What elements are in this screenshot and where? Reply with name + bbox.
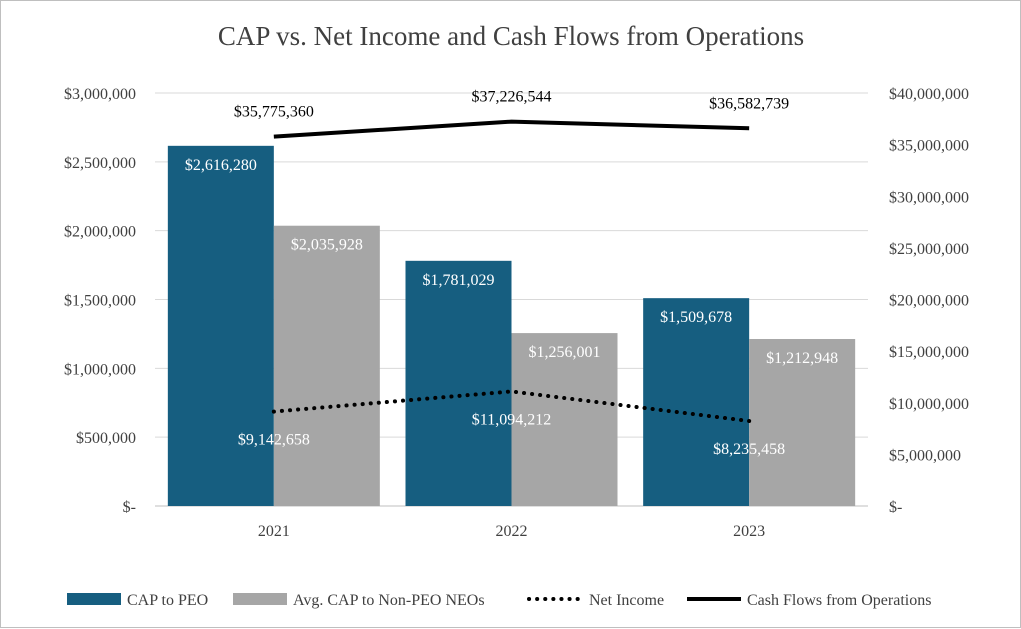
right-axis-tick-label: $35,000,000	[889, 138, 969, 155]
x-axis-category-label: 2022	[496, 523, 528, 540]
right-axis-tick-label: $-	[889, 499, 902, 516]
x-axis-categories: 2021 2022 2023	[258, 523, 765, 540]
right-axis-tick-label: $30,000,000	[889, 189, 969, 206]
bar-data-label: $1,256,001	[529, 344, 601, 361]
bar-cap-to-peo	[167, 145, 274, 507]
left-axis-tick-label: $3,000,000	[64, 86, 136, 103]
line-net-income	[271, 389, 752, 423]
legend-label: Net Income	[589, 592, 664, 609]
right-axis-tick-label: $15,000,000	[889, 344, 969, 361]
bars	[167, 145, 856, 507]
legend-label: Cash Flows from Operations	[747, 592, 931, 609]
net-income-data-label: $8,235,458	[713, 441, 785, 458]
right-axis-ticks: $- $5,000,000 $10,000,000 $15,000,000 $20,00…	[889, 86, 969, 516]
data-labels: $2,616,280 $1,781,029 $1,509,678 $2,035,928…	[185, 89, 838, 458]
right-axis-tick-label: $10,000,000	[889, 396, 969, 413]
bar-cap-to-peo	[405, 260, 512, 506]
bar-avg-cap-non-peo	[273, 225, 380, 506]
bar-data-label: $1,781,029	[423, 272, 495, 289]
legend-swatch	[233, 593, 287, 605]
left-axis-tick-label: $-	[123, 499, 136, 516]
bar-data-label: $2,616,280	[185, 157, 257, 174]
bar-avg-cap-non-peo	[511, 333, 618, 506]
cash-flow-data-label: $35,775,360	[234, 104, 314, 121]
right-axis-tick-label: $40,000,000	[889, 86, 969, 103]
net-income-data-label: $9,142,658	[238, 432, 310, 449]
x-axis-category-label: 2021	[258, 523, 290, 540]
left-axis-tick-label: $2,000,000	[64, 224, 136, 241]
bar-data-label: $2,035,928	[291, 237, 363, 254]
right-axis-tick-label: $20,000,000	[889, 293, 969, 310]
left-axis-tick-label: $2,500,000	[64, 155, 136, 172]
left-axis-ticks: $- $500,000 $1,000,000 $1,500,000 $2,000,000…	[64, 86, 136, 516]
left-axis-tick-label: $1,000,000	[64, 361, 136, 378]
bar-avg-cap-non-peo	[749, 339, 856, 506]
line-cash-flows	[273, 119, 750, 139]
left-axis-tick-label: $1,500,000	[64, 293, 136, 310]
net-income-data-label: $11,094,212	[472, 411, 551, 428]
right-axis-tick-label: $5,000,000	[889, 447, 961, 464]
bar-cap-to-peo	[643, 298, 750, 506]
cash-flow-data-label: $37,226,544	[472, 89, 552, 106]
chart-title: CAP vs. Net Income and Cash Flows from O…	[218, 21, 804, 51]
right-axis-tick-label: $25,000,000	[889, 241, 969, 258]
legend-swatch	[67, 593, 121, 605]
x-axis-category-label: 2023	[733, 523, 765, 540]
legend-label: Avg. CAP to Non-PEO NEOs	[293, 592, 485, 609]
legend-label: CAP to PEO	[127, 592, 208, 609]
cash-flow-data-label: $36,582,739	[709, 95, 789, 112]
legend: CAP to PEO Avg. CAP to Non-PEO NEOs Net In…	[67, 592, 931, 609]
lines	[271, 119, 752, 423]
bar-data-label: $1,509,678	[660, 309, 732, 326]
left-axis-tick-label: $500,000	[76, 430, 136, 447]
bar-data-label: $1,212,948	[766, 350, 838, 367]
